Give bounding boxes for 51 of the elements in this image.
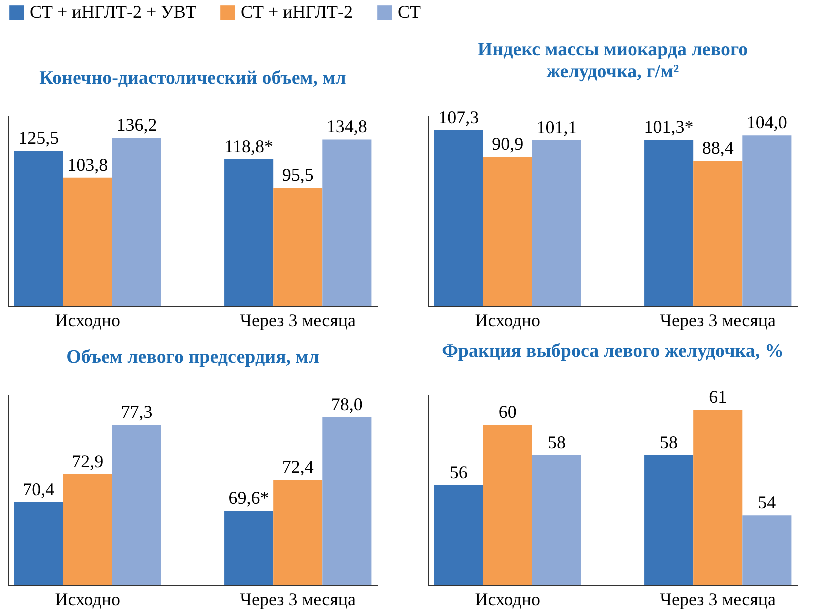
bar xyxy=(224,159,274,306)
data-label: 107,3 xyxy=(438,107,480,128)
data-label: 60 xyxy=(498,402,517,422)
bar xyxy=(63,178,112,306)
chart-title: Фракция выброса левого желудочка, % xyxy=(442,341,784,362)
data-label: 61 xyxy=(709,387,728,408)
data-label: 88,4 xyxy=(702,138,734,158)
data-label: 136,2 xyxy=(116,114,158,135)
x-tick-label: Исходно xyxy=(475,590,541,610)
data-label: 95,5 xyxy=(282,165,314,186)
chart-title: Конечно-диастолический объем, мл xyxy=(40,68,347,89)
data-label: 103,8 xyxy=(68,154,108,175)
data-label: 56 xyxy=(450,462,468,482)
bar xyxy=(14,151,64,306)
data-label: 134,8 xyxy=(326,116,368,137)
x-tick-label: Через 3 месяца xyxy=(660,310,776,330)
bar xyxy=(322,140,372,306)
data-label: 58 xyxy=(548,432,566,452)
data-label: 104,0 xyxy=(746,112,788,133)
data-label: 101,3* xyxy=(644,117,694,138)
data-label: 101,1 xyxy=(536,117,578,138)
data-label: 58 xyxy=(660,432,678,452)
data-label: 118,8* xyxy=(224,136,274,156)
x-tick-label: Исходно xyxy=(55,590,121,610)
data-label: 72,9 xyxy=(72,451,104,472)
x-tick-label: Исходно xyxy=(475,310,541,330)
bar xyxy=(112,138,162,306)
bar xyxy=(274,188,323,306)
x-tick-label: Исходно xyxy=(55,310,121,330)
chart-title: Индекс массы миокарда левого желудочка, г/м² xyxy=(478,39,748,82)
legend-label: СТ xyxy=(398,2,422,22)
data-label: 72,4 xyxy=(282,456,314,477)
bar xyxy=(434,130,484,306)
x-tick-label: Через 3 месяца xyxy=(240,310,356,330)
data-label: 77,3 xyxy=(121,402,153,422)
bar xyxy=(694,161,743,306)
bar xyxy=(742,136,792,306)
data-label: 54 xyxy=(758,492,776,513)
data-label: 70,4 xyxy=(23,479,55,500)
x-tick-label: Через 3 месяца xyxy=(240,590,356,610)
chart-title: Объем левого предсердия, мл xyxy=(66,347,320,368)
data-label: 69,6* xyxy=(228,488,270,508)
bar xyxy=(483,157,532,306)
bar xyxy=(644,140,694,306)
bar xyxy=(532,140,582,306)
data-label: 78,0 xyxy=(331,394,363,414)
x-tick-label: Через 3 месяца xyxy=(660,590,776,610)
legend-label: СТ + иНГЛТ-2 + УВТ xyxy=(30,2,197,22)
data-label: 90,9 xyxy=(492,134,524,154)
data-label: 125,5 xyxy=(18,128,60,148)
legend-label: СТ + иНГЛТ-2 xyxy=(241,2,354,22)
